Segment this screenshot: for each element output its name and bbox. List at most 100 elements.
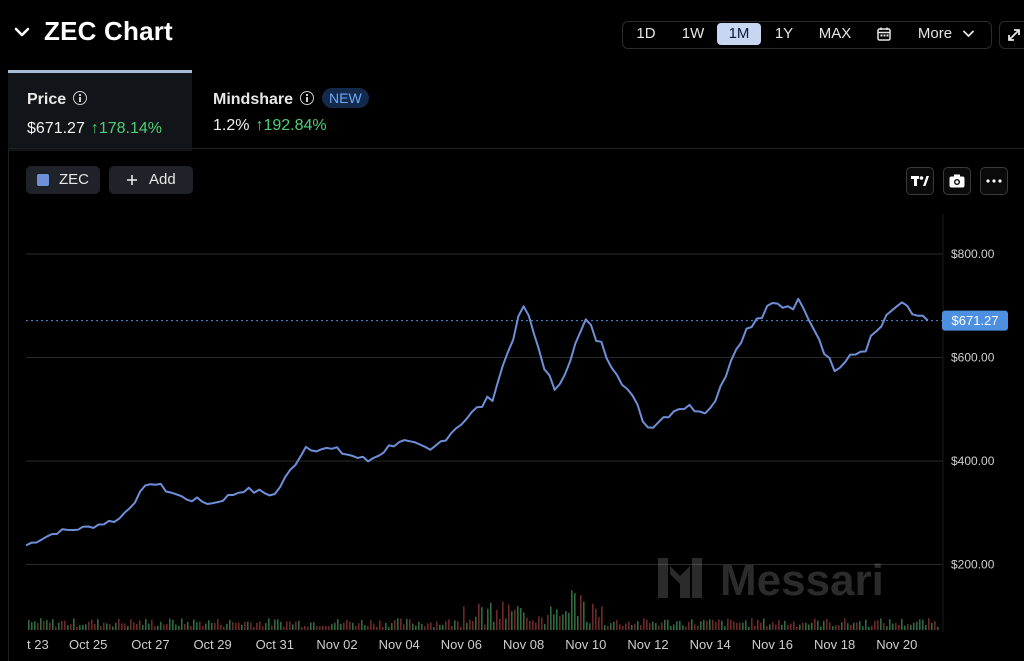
volume-bar (736, 622, 738, 630)
range-1d-button[interactable]: 1D (636, 25, 656, 42)
tradingview-button[interactable] (906, 167, 934, 195)
volume-bar (841, 622, 843, 630)
more-options-button[interactable] (980, 167, 1008, 195)
volume-bar (238, 622, 240, 630)
volume-bar (331, 624, 333, 630)
chevron-down-icon[interactable] (12, 22, 32, 42)
volume-bar (46, 620, 48, 630)
volume-bar (802, 623, 804, 630)
volume-bar (805, 622, 807, 630)
volume-bar (916, 621, 918, 630)
volume-bar (853, 622, 855, 630)
volume-bar (268, 618, 270, 630)
range-1w-button[interactable]: 1W (681, 25, 705, 42)
volume-bar (904, 625, 906, 630)
volume-bar (415, 625, 417, 630)
range-1y-button[interactable]: 1Y (774, 25, 794, 42)
y-tick-labels: $200.00 $400.00 $600.00 $800.00 (951, 247, 995, 572)
volume-bar (190, 625, 192, 630)
volume-bar (319, 626, 321, 630)
volume-bar (763, 618, 765, 630)
volume-bar (217, 619, 219, 630)
volume-bar (871, 625, 873, 630)
fullscreen-button[interactable] (999, 21, 1024, 49)
volume-bar (52, 619, 54, 630)
volume-bar (115, 622, 117, 630)
volume-bar (247, 621, 249, 630)
chevron-down-icon[interactable] (963, 30, 974, 38)
volume-bar (139, 620, 141, 630)
volume-bar (769, 624, 771, 630)
volume-bar (505, 618, 507, 630)
volume-bar (127, 625, 129, 630)
info-icon[interactable] (300, 91, 315, 105)
volume-bar (673, 624, 675, 630)
volume-bar (229, 619, 231, 630)
volume-bar (484, 624, 486, 630)
volume-bar (262, 626, 264, 630)
volume-bar (154, 626, 156, 630)
volume-bar (691, 619, 693, 630)
info-icon[interactable] (73, 91, 88, 105)
add-series-button[interactable]: Add (109, 166, 193, 194)
mindshare-change: ↑192.84% (255, 117, 327, 134)
new-badge: NEW (322, 88, 369, 108)
volume-bar (118, 618, 120, 630)
calendar-icon[interactable] (877, 27, 891, 41)
volume-bar (403, 624, 405, 630)
volume-bar (781, 624, 783, 630)
x-tick-label: t 23 (27, 637, 49, 652)
y-tick-label: $600.00 (951, 351, 995, 365)
volume-bar (187, 621, 189, 630)
volume-bar (925, 624, 927, 630)
volume-bar (556, 609, 558, 630)
range-1m-button[interactable]: 1M (717, 23, 761, 45)
volume-bar (34, 621, 36, 630)
volume-bar (643, 618, 645, 630)
more-dropdown[interactable]: More (917, 25, 953, 42)
volume-bar (814, 618, 816, 630)
volume-bar (310, 622, 312, 630)
volume-bar (868, 626, 870, 630)
series-chip-zec[interactable]: ZEC (26, 166, 100, 194)
x-tick-label: Nov 12 (627, 637, 668, 652)
volume-bar (271, 625, 273, 630)
volume-bar (445, 621, 447, 630)
volume-bar (199, 621, 201, 630)
range-max-button[interactable]: MAX (818, 25, 852, 42)
volume-bar (232, 622, 234, 630)
volume-bar (457, 621, 459, 630)
x-tick-label: Nov 04 (379, 637, 420, 652)
volume-bar (166, 624, 168, 630)
volume-bar (832, 626, 834, 630)
volume-bar (226, 623, 228, 630)
volume-bar (307, 626, 309, 630)
series-line-zec (25, 297, 929, 547)
volume-bar (862, 626, 864, 630)
volume-bar (172, 619, 174, 630)
volume-bar (460, 626, 462, 630)
x-tick-label: Nov 20 (876, 637, 917, 652)
volume-bar (679, 620, 681, 630)
volume-bar (688, 621, 690, 630)
volume-bar (385, 623, 387, 630)
volume-bar (778, 620, 780, 630)
volume-bar (595, 608, 597, 630)
volume-bar (208, 620, 210, 630)
volume-bar (490, 602, 492, 630)
ellipsis-icon (986, 179, 1002, 183)
volume-bar (922, 619, 924, 630)
volume-bar (328, 626, 330, 630)
tab-price[interactable]: Price $671.27 ↑178.14% (8, 70, 192, 151)
tab-mindshare[interactable]: Mindshare NEW 1.2% ↑192.84% (194, 70, 394, 148)
volume-bar (553, 614, 555, 630)
volume-bar (580, 595, 582, 630)
volume-bar (874, 620, 876, 630)
screenshot-button[interactable] (943, 167, 971, 195)
volume-bar (91, 619, 93, 630)
volume-bar (220, 624, 222, 630)
volume-bar (808, 624, 810, 630)
volume-bar (463, 606, 465, 630)
volume-bar (448, 619, 450, 630)
